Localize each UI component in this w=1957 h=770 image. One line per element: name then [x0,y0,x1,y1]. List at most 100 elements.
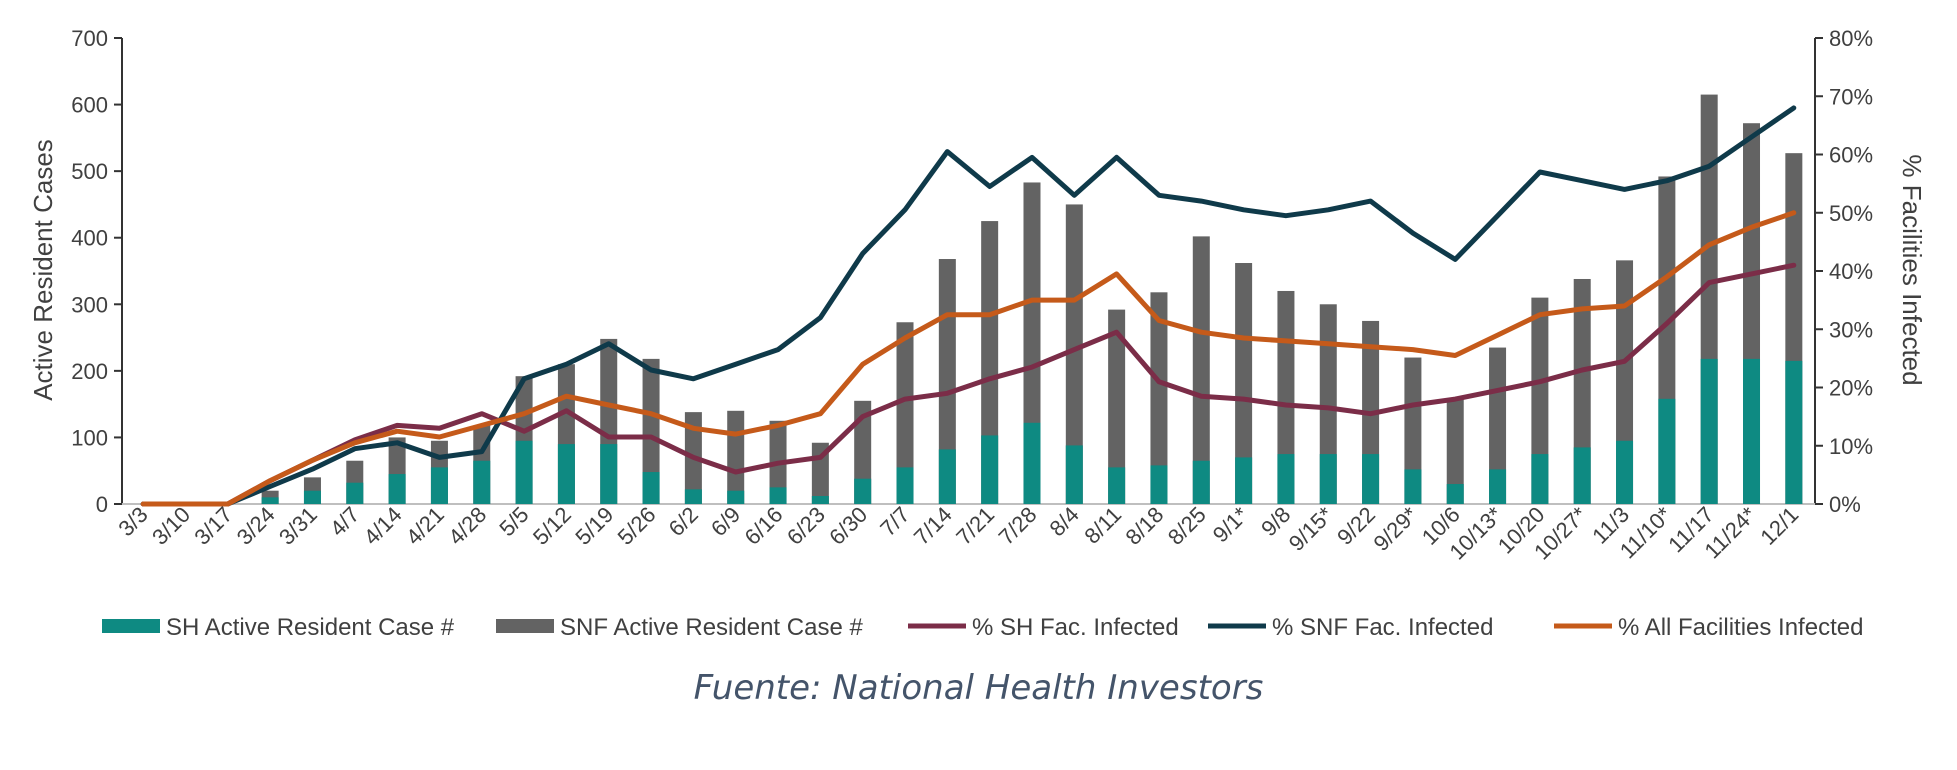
left-tick-label: 600 [71,93,108,118]
bar [854,400,872,504]
series-line [140,210,1797,507]
bar [557,444,575,504]
bar [1531,454,1549,504]
bar [1065,204,1083,504]
x-tick-label: 8/18 [1121,502,1169,550]
left-tick-label: 500 [71,159,108,184]
bar [1404,357,1422,504]
bar [938,259,956,504]
legend-swatch [102,619,160,633]
bar [1404,469,1422,504]
legend-label: % All Facilities Infected [1618,614,1863,640]
lines-group [140,105,1797,507]
bar [388,474,406,504]
x-tick-label: 8/11 [1079,502,1126,549]
bar [600,444,618,504]
bars-group [261,94,1803,505]
bar [1150,465,1168,504]
x-tick-label: 3/10 [147,502,195,550]
left-axis-title: Active Resident Cases [28,139,58,401]
right-tick-label: 60% [1829,143,1873,168]
bar [769,487,787,504]
x-tick-label: 3/24 [232,502,280,550]
x-tick-label: 6/2 [664,502,703,541]
left-tick-label: 400 [71,226,108,251]
right-tick-label: 50% [1829,201,1873,226]
bar [1616,440,1634,504]
bar [1319,454,1337,504]
series-line [140,262,1797,507]
legend-label: % SH Fac. Infected [972,614,1179,640]
right-y-ticks: 0% 10% 20% 30% 40% 50% 60% 70% 80% [1815,26,1873,517]
x-tick-label: 9/15* [1284,502,1338,556]
x-tick-label: 6/30 [824,502,872,550]
bar [1023,422,1041,504]
bar [896,322,914,504]
x-tick-label: 4/14 [359,502,407,550]
left-tick-label: 700 [71,26,108,51]
right-tick-label: 20% [1829,376,1873,401]
bar [896,467,914,504]
legend-label: SH Active Resident Case # [166,614,455,640]
bar [1573,447,1591,504]
right-tick-label: 40% [1829,259,1873,284]
bar [515,440,533,504]
right-tick-label: 30% [1829,317,1873,342]
bar [346,482,364,504]
left-y-ticks: 0 100 200 300 400 500 600 700 [71,26,122,517]
left-tick-label: 300 [71,292,108,317]
bar [684,489,702,504]
bar [261,497,279,504]
x-tick-label: 7/7 [875,502,914,541]
bar [1235,457,1253,504]
x-tick-label: 8/25 [1163,502,1211,550]
bar [642,358,660,504]
right-tick-label: 80% [1829,26,1873,51]
x-tick-label: 4/28 [443,502,491,550]
x-tick-label: 6/23 [782,502,830,550]
x-ticks: 3/33/103/173/243/31 4/74/144/214/28 5/55/1… [113,502,1803,565]
legend-swatch [496,619,554,633]
bar [1743,358,1761,504]
bar [1235,263,1253,504]
bar [1489,469,1507,504]
bar [1489,347,1507,504]
bar [981,221,999,505]
right-tick-label: 0% [1829,492,1861,517]
legend: SH Active Resident Case # SNF Active Resi… [102,614,1863,640]
bar [1150,292,1168,504]
bar [1108,309,1126,504]
bar [1277,290,1295,504]
bar [303,490,321,504]
bar [1065,445,1083,504]
right-tick-label: 10% [1829,434,1873,459]
bar [727,490,745,504]
x-tick-label: 12/1 [1755,502,1803,550]
x-tick-label: 4/7 [325,502,364,541]
bar [1192,236,1210,504]
left-tick-label: 100 [71,425,108,450]
x-tick-label: 3/31 [274,502,322,550]
x-tick-label: 4/21 [401,502,449,550]
x-tick-label: 3/17 [189,502,237,550]
series-line [140,105,1797,507]
bar [1446,398,1464,504]
x-tick-label: 8/4 [1045,502,1084,541]
left-tick-label: 200 [71,359,108,384]
bar [1700,358,1718,504]
bar [430,467,448,504]
bar [981,435,999,504]
x-tick-label: 3/3 [113,502,152,541]
bar [1531,297,1549,504]
x-tick-label: 9/1* [1208,502,1254,548]
combo-chart: 0 100 200 300 400 500 600 700 0% 10% 20% 30% 40% 50%… [28,26,1927,640]
bar [1658,398,1676,504]
bar [811,496,829,504]
bar [938,449,956,504]
legend-label: SNF Active Resident Case # [560,614,863,640]
x-tick-label: 5/5 [494,502,533,541]
bar [1362,454,1380,504]
source-caption: Fuente: National Health Investors [693,668,1264,708]
bar [1108,467,1126,504]
x-tick-label: 7/21 [951,502,999,550]
